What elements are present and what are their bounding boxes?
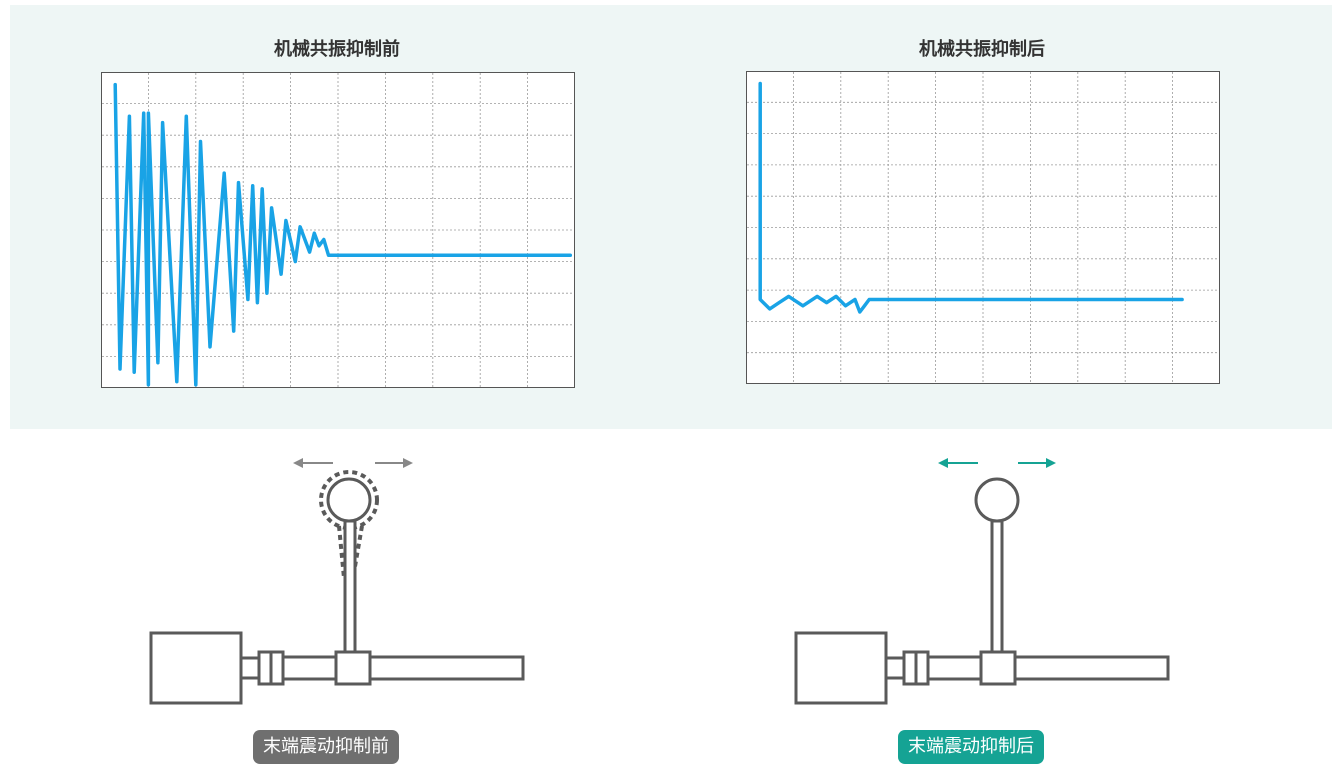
end-effector-ball xyxy=(326,477,372,523)
mechanism-diagram-before xyxy=(149,458,525,705)
stable-arrows xyxy=(938,458,1056,468)
motor-shaft xyxy=(884,656,906,680)
motor-block xyxy=(794,631,888,705)
right-arrow-icon xyxy=(1018,458,1056,468)
left-arrow-icon xyxy=(293,458,333,468)
swing-ghost-outline xyxy=(319,470,379,579)
horizontal-rail xyxy=(926,655,1170,681)
chart-after xyxy=(746,71,1220,384)
motor-shaft xyxy=(239,656,261,680)
label-before-suppression: 末端震动抑制前 xyxy=(253,730,399,764)
signal-line xyxy=(113,82,573,387)
label-after-suppression: 末端震动抑制后 xyxy=(898,730,1044,764)
chart-title-before: 机械共振抑制前 xyxy=(274,39,400,60)
vertical-arm xyxy=(990,519,1004,654)
slider-block xyxy=(979,650,1017,686)
right-arrow-icon xyxy=(375,458,413,468)
horizontal-rail xyxy=(281,655,525,681)
slider-block xyxy=(334,650,372,686)
chart-title-after: 机械共振抑制后 xyxy=(919,39,1045,60)
vertical-arm xyxy=(343,519,357,654)
signal-line xyxy=(758,81,1184,314)
mechanism-diagram-after xyxy=(794,458,1170,705)
motor-block xyxy=(149,631,243,705)
vibration-arrows xyxy=(293,458,413,468)
chart-before xyxy=(101,72,575,388)
end-effector-ball xyxy=(974,477,1020,523)
left-arrow-icon xyxy=(938,458,978,468)
